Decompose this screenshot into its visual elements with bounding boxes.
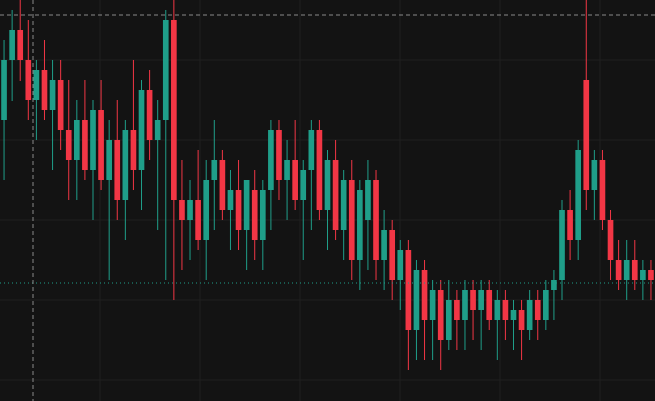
- candle-body: [284, 160, 290, 180]
- candle-body: [510, 310, 517, 320]
- candle-body: [615, 260, 622, 280]
- candle-body: [559, 210, 565, 280]
- candle-body: [154, 120, 161, 140]
- candle-body: [243, 180, 250, 230]
- candle-body: [251, 190, 258, 240]
- candles: [1, 0, 654, 370]
- candle-body: [114, 140, 121, 200]
- candle-body: [195, 200, 201, 240]
- candle-body: [518, 310, 525, 330]
- candle-body: [373, 180, 379, 260]
- candle-body: [365, 180, 371, 220]
- candle-body: [607, 220, 614, 260]
- candle-body: [187, 200, 193, 220]
- candle-body: [227, 190, 234, 210]
- candle-body: [324, 160, 331, 210]
- candle-body: [429, 290, 436, 320]
- candle-body: [502, 300, 509, 320]
- candle-body: [599, 160, 606, 220]
- candle-body: [276, 130, 282, 180]
- candle-body: [575, 150, 582, 240]
- candle-body: [421, 270, 428, 320]
- candle-body: [219, 160, 226, 210]
- candle-body: [9, 30, 15, 60]
- candle-body: [316, 130, 323, 210]
- candle-body: [534, 300, 541, 320]
- candle-body: [631, 260, 638, 280]
- candle-body: [106, 140, 112, 180]
- candle-body: [268, 130, 274, 190]
- candle-body: [389, 230, 396, 280]
- candle-body: [332, 160, 339, 230]
- candle-body: [381, 230, 387, 260]
- candle-body: [122, 130, 129, 200]
- candle-body: [171, 20, 177, 200]
- candle-body: [648, 270, 654, 280]
- candle-body: [437, 290, 444, 340]
- candle-body: [445, 300, 452, 340]
- candle-body: [567, 210, 573, 240]
- candle-body: [478, 290, 484, 310]
- candle-body: [1, 60, 7, 120]
- candle-body: [33, 70, 40, 100]
- candle-body: [486, 290, 493, 320]
- candle-body: [57, 80, 64, 130]
- candle-body: [162, 20, 169, 120]
- candle-body: [462, 290, 468, 320]
- candle-body: [526, 300, 533, 330]
- candle-body: [591, 160, 598, 190]
- candle-body: [17, 30, 24, 60]
- candle-body: [25, 60, 32, 100]
- candle-body: [308, 130, 315, 170]
- candle-body: [138, 90, 145, 170]
- candle-body: [146, 90, 153, 140]
- candle-body: [494, 300, 501, 320]
- candle-body: [82, 120, 88, 170]
- candle-body: [640, 270, 646, 280]
- candle-body: [90, 110, 96, 170]
- candle-body: [49, 80, 56, 110]
- candle-body: [65, 130, 72, 160]
- candle-body: [551, 280, 557, 290]
- candle-body: [41, 70, 48, 110]
- candle-body: [405, 250, 412, 330]
- candle-body: [235, 190, 242, 230]
- candle-body: [470, 290, 476, 310]
- candle-body: [397, 250, 404, 280]
- candle-body: [543, 290, 549, 320]
- candle-body: [203, 180, 210, 240]
- candle-body: [340, 180, 347, 230]
- candle-body: [259, 190, 266, 240]
- candle-body: [300, 170, 307, 200]
- candle-body: [454, 300, 460, 320]
- candle-body: [413, 270, 420, 330]
- candle-body: [623, 260, 630, 280]
- candle-body: [357, 190, 363, 260]
- candle-body: [583, 80, 590, 190]
- candle-body: [211, 160, 218, 180]
- candle-body: [292, 160, 298, 200]
- candle-body: [98, 110, 104, 180]
- candle-body: [179, 200, 185, 220]
- candle-body: [348, 180, 355, 260]
- candle-body: [73, 120, 80, 160]
- candle-body: [130, 130, 137, 170]
